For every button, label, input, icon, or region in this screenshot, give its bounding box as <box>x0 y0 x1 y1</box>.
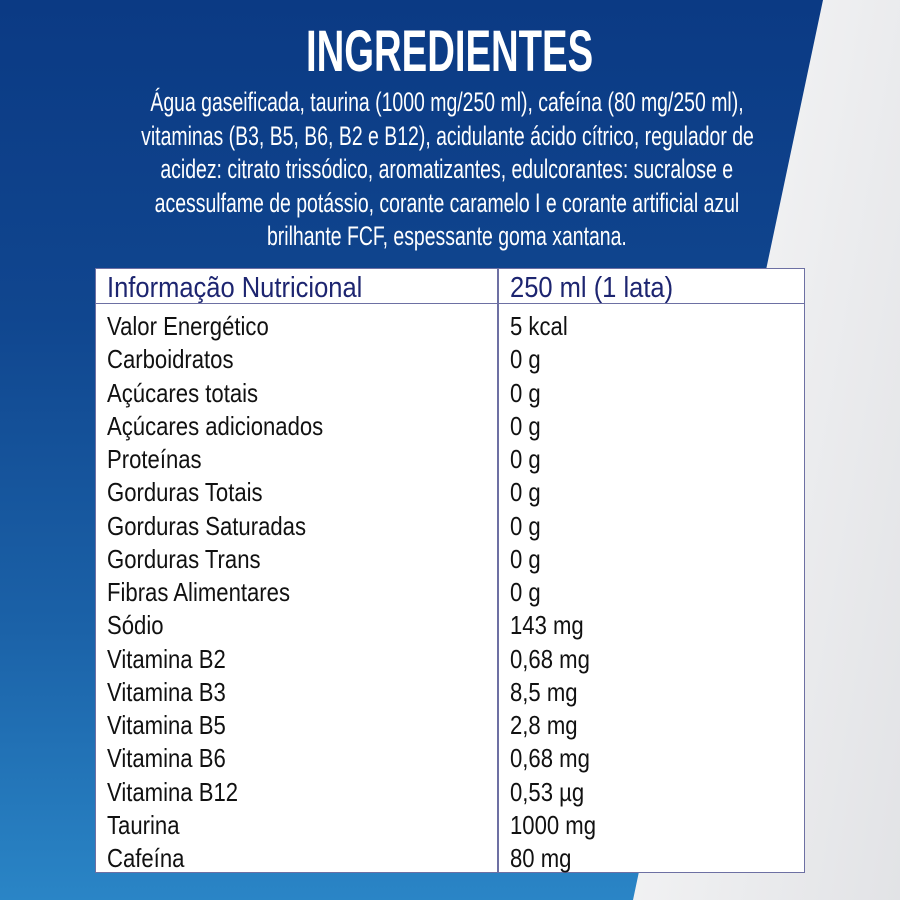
nutrient-name: Sódio <box>107 610 164 641</box>
table-row: Açúcares totais 0 g <box>96 377 804 410</box>
nutrition-table: Informação Nutricional 250 ml (1 lata) V… <box>95 268 805 873</box>
ingredients-line-text: Água gaseificada, taurina (1000 mg/250 m… <box>150 87 744 117</box>
table-row: Proteínas 0 g <box>96 443 804 476</box>
nutrient-value: 0 g <box>510 477 541 508</box>
table-row: Fibras Alimentares 0 g <box>96 576 804 609</box>
nutrient-value: 0 g <box>510 444 541 474</box>
nutrient-name: Vitamina B6 <box>107 743 226 774</box>
nutrition-table-header: Informação Nutricional 250 ml (1 lata) <box>96 269 804 304</box>
nutrient-value: 0 g <box>510 377 541 408</box>
ingredients-title-text: INGREDIENTES <box>306 19 594 84</box>
table-row: Vitamina B3 8,5 mg <box>96 676 804 709</box>
nutrient-name: Vitamina B2 <box>107 643 226 674</box>
ingredients-line: vitaminas (B3, B5, B6, B2 e B12), acidul… <box>0 120 894 154</box>
table-row: Taurina 1000 mg <box>96 809 804 842</box>
nutrient-value: 8,5 mg <box>510 676 578 707</box>
ingredients-line: acidez: citrato trissódico, aromatizante… <box>0 153 894 187</box>
nutrient-name: Proteínas <box>107 444 202 474</box>
nutrient-name: Carboidratos <box>107 344 234 375</box>
nutrient-name: Fibras Alimentares <box>107 577 291 607</box>
nutrient-name: Gorduras Totais <box>107 477 263 508</box>
nutrient-name: Gorduras Trans <box>107 543 261 574</box>
ingredients-line-text: brilhante FCF, espessante goma xantana. <box>267 221 627 251</box>
header-serving: 250 ml (1 lata) <box>510 272 674 304</box>
nutrient-value: 143 mg <box>510 610 584 641</box>
table-row: Cafeína 80 mg <box>96 842 804 875</box>
table-row: Vitamina B6 0,68 mg <box>96 742 804 775</box>
nutrient-name: Vitamina B3 <box>107 676 226 707</box>
nutrient-value: 0 g <box>510 577 541 607</box>
table-row: Vitamina B2 0,68 mg <box>96 643 804 676</box>
nutrient-value: 2,8 mg <box>510 710 578 740</box>
nutrient-value: 0 g <box>510 510 541 541</box>
ingredients-text: Água gaseificada, taurina (1000 mg/250 m… <box>0 86 894 254</box>
table-row: Carboidratos 0 g <box>96 343 804 376</box>
nutrient-value: 0 g <box>510 543 541 574</box>
nutrient-name: Cafeína <box>107 843 185 873</box>
nutrient-name: Vitamina B5 <box>107 710 226 740</box>
ingredients-line: brilhante FCF, espessante goma xantana. <box>0 220 894 254</box>
ingredients-line-text: vitaminas (B3, B5, B6, B2 e B12), acidul… <box>140 120 754 151</box>
nutrient-name: Açúcares adicionados <box>107 410 324 441</box>
table-row: Gorduras Trans 0 g <box>96 543 804 576</box>
table-row: Vitamina B5 2,8 mg <box>96 709 804 742</box>
table-row: Açúcares adicionados 0 g <box>96 410 804 443</box>
table-row: Sódio 143 mg <box>96 609 804 642</box>
nutrient-name: Valor Energético <box>107 311 269 341</box>
ingredients-line: acessulfame de potássio, corante caramel… <box>0 187 894 221</box>
nutrient-name: Vitamina B12 <box>107 776 239 807</box>
table-row: Valor Energético 5 kcal <box>96 310 804 343</box>
nutrient-value: 5 kcal <box>510 311 568 341</box>
ingredients-title: INGREDIENTES <box>0 18 900 85</box>
ingredients-line: Água gaseificada, taurina (1000 mg/250 m… <box>0 86 894 120</box>
ingredients-line-text: acessulfame de potássio, corante caramel… <box>154 187 740 218</box>
column-divider <box>497 269 499 872</box>
nutrient-value: 0,53 µg <box>510 776 585 807</box>
nutrient-name: Açúcares totais <box>107 377 259 408</box>
table-row: Vitamina B12 0,53 µg <box>96 776 804 809</box>
nutrient-value: 80 mg <box>510 843 572 873</box>
ingredients-line-text: acidez: citrato trissódico, aromatizante… <box>160 154 734 184</box>
nutrient-value: 0,68 mg <box>510 643 590 674</box>
nutrient-value: 1000 mg <box>510 809 597 840</box>
nutrition-rows: Valor Energético 5 kcal Carboidratos 0 g Açú… <box>96 310 804 875</box>
nutrient-name: Gorduras Saturadas <box>107 510 307 541</box>
nutrient-name: Taurina <box>107 809 180 840</box>
nutrient-value: 0 g <box>510 410 541 441</box>
table-row: Gorduras Totais 0 g <box>96 476 804 509</box>
nutrient-value: 0,68 mg <box>510 743 590 774</box>
header-nutrient: Informação Nutricional <box>107 272 363 304</box>
table-row: Gorduras Saturadas 0 g <box>96 510 804 543</box>
nutrient-value: 0 g <box>510 344 541 375</box>
